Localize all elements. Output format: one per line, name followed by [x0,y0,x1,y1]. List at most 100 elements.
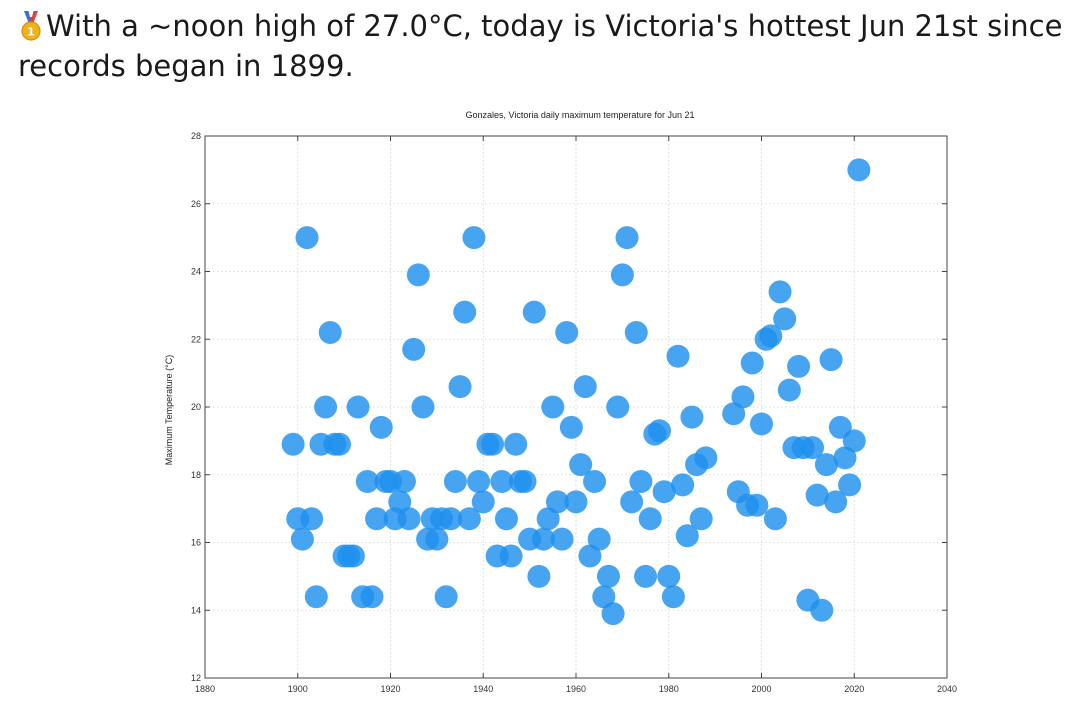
data-point [680,405,704,429]
data-point [304,585,328,609]
data-point [624,320,648,344]
data-point [443,470,467,494]
data-point [411,395,435,419]
data-point [777,378,801,402]
data-point [805,483,829,507]
first-place-medal-icon: 1 [18,11,44,41]
y-tick-label: 18 [191,470,201,480]
data-point [745,493,769,517]
data-point [402,337,426,361]
data-point [550,527,574,551]
data-point [671,473,695,497]
data-point [392,470,416,494]
data-point [740,351,764,375]
data-point [647,419,671,443]
y-axis-label: Maximum Temperature (°C) [164,355,174,465]
data-point [629,470,653,494]
data-point [532,527,556,551]
data-point [810,598,834,622]
data-point [341,544,365,568]
data-point [596,564,620,588]
data-point [661,585,685,609]
headline-line-1: With a ~noon high of 27.0°C, today is Vi… [46,9,1063,43]
data-point [504,432,528,456]
data-point [300,507,324,531]
data-point [564,490,588,514]
data-point [457,507,481,531]
data-point [327,432,351,456]
data-points [281,158,871,626]
data-point [448,375,472,399]
y-tick-label: 26 [191,199,201,209]
data-point [722,402,746,426]
data-point [634,564,658,588]
data-point [833,446,857,470]
data-point [462,226,486,250]
y-tick-label: 20 [191,402,201,412]
data-point [527,564,551,588]
data-point [355,470,379,494]
data-point [759,324,783,348]
data-point [318,320,342,344]
data-point [559,415,583,439]
y-tick-label: 14 [191,605,201,615]
data-point [388,490,412,514]
data-point [453,300,477,324]
data-point [601,602,625,626]
y-tick-label: 24 [191,267,201,277]
x-tick-label: 1920 [380,684,400,694]
data-point [434,585,458,609]
data-point [610,263,634,287]
data-point [587,527,611,551]
data-point [471,490,495,514]
data-point [467,470,491,494]
data-point [397,507,421,531]
data-point [555,320,579,344]
x-tick-label: 1900 [288,684,308,694]
data-point [620,490,644,514]
data-point [541,395,565,419]
data-point [490,470,514,494]
post-headline: 1 With a ~noon high of 27.0°C, today is … [18,6,1073,86]
data-point [615,226,639,250]
data-point [406,263,430,287]
data-point [583,470,607,494]
data-point [657,564,681,588]
data-point [675,524,699,548]
chart-title: Gonzales, Victoria daily maximum tempera… [466,110,695,120]
data-point [369,415,393,439]
data-point [731,385,755,409]
data-point [750,412,773,436]
data-point [346,395,370,419]
x-tick-label: 2000 [751,684,771,694]
axis-ticks: 1880 1900 1920 1940 1960 1980 2000 2020 2040 12 14… [191,131,957,694]
data-point [314,395,338,419]
data-point [814,453,838,477]
data-point [365,507,389,531]
data-point [787,354,811,378]
data-point [638,507,662,531]
x-tick-label: 1940 [473,684,493,694]
data-point [499,544,523,568]
data-point [773,307,797,331]
data-point [652,480,676,504]
y-tick-label: 16 [191,538,201,548]
data-point [290,527,314,551]
svg-text:1: 1 [27,26,35,39]
data-point [481,432,505,456]
data-point [838,473,862,497]
x-tick-label: 1980 [659,684,679,694]
x-tick-label: 2040 [937,684,957,694]
headline-line-2: records began in 1899. [18,49,354,83]
y-tick-label: 28 [191,131,201,141]
data-point [295,226,319,250]
data-point [824,490,848,514]
data-point [281,432,305,456]
data-point [494,507,518,531]
x-tick-label: 2020 [844,684,864,694]
x-tick-label: 1960 [566,684,586,694]
data-point [545,490,569,514]
data-point [606,395,630,419]
data-point [801,436,825,460]
